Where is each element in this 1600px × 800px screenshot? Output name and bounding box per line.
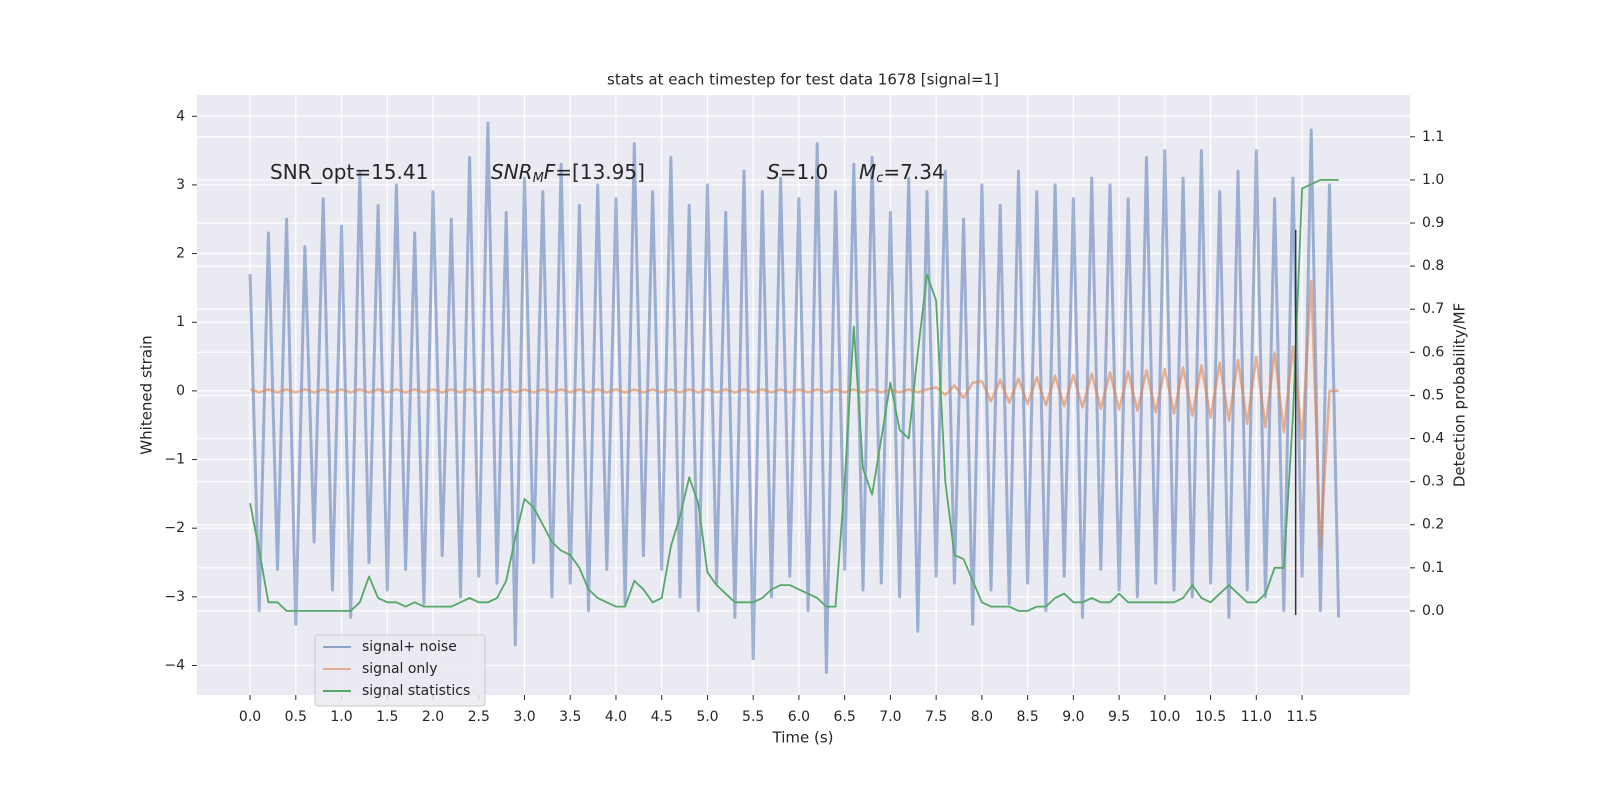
y2-tick-label: 1.0 (1422, 172, 1444, 188)
x-tick-label: 8.5 (1016, 709, 1038, 725)
y2-tick-label: 0.9 (1422, 215, 1444, 231)
x-tick-label: 4.5 (651, 709, 673, 725)
y-tick-label: 3 (176, 177, 185, 193)
y-tick-label: 2 (176, 246, 185, 262)
y2-axis-label: Detection probability/MF (1451, 303, 1469, 487)
y2-tick-label: 0.7 (1422, 301, 1444, 317)
annotation-part: c (876, 171, 883, 186)
y2-tick-label: 0.2 (1422, 517, 1444, 533)
series-line (249, 279, 1339, 551)
y-tick-label: −2 (164, 520, 185, 536)
series-line (249, 178, 1339, 612)
chart-title: stats at each timestep for test data 167… (607, 71, 999, 89)
annotation: S=1.0 (767, 160, 828, 184)
x-tick-label: 11.0 (1241, 709, 1272, 725)
annotation-part: M (859, 160, 876, 184)
x-tick-label: 3.0 (513, 709, 535, 725)
x-tick-label: 2.5 (468, 709, 490, 725)
x-tick-label: 9.5 (1108, 709, 1130, 725)
x-tick-label: 7.5 (925, 709, 947, 725)
annotation-part: F (544, 160, 556, 184)
y-tick-label: −3 (164, 589, 185, 605)
y2-tick-label: 0.1 (1422, 560, 1444, 576)
x-tick-label: 9.0 (1062, 709, 1084, 725)
y2-tick-label: 1.1 (1422, 129, 1444, 145)
x-tick-label: 2.0 (422, 709, 444, 725)
annotation-part: M (533, 171, 544, 186)
x-tick-label: 7.0 (879, 709, 901, 725)
x-tick-label: 10.5 (1195, 709, 1226, 725)
x-tick-label: 11.5 (1286, 709, 1317, 725)
y-tick-label: 0 (176, 383, 185, 399)
x-tick-label: 8.0 (971, 709, 993, 725)
y-tick-label: 1 (176, 314, 185, 330)
y2-tick-label: 0.0 (1422, 603, 1444, 619)
legend-label: signal+ noise (362, 639, 457, 655)
y-tick-label: 4 (176, 108, 185, 124)
x-tick-label: 1.5 (376, 709, 398, 725)
annotation-part: =[13.95] (555, 160, 645, 184)
labels: 0.0 0.5 1.0 1.5 2.0 2.5 3.0 3.5 4.0 4.5 5.0 5.5 6.0 6… (164, 108, 1444, 725)
annotation-part: SNR_opt=15.41 (270, 160, 428, 184)
annotation: SNRMF=[13.95] (491, 160, 645, 186)
x-tick-label: 0.5 (285, 709, 307, 725)
y2-tick-label: 0.3 (1422, 474, 1444, 490)
annotation-part: =1.0 (780, 160, 829, 184)
y2-tick-label: 0.6 (1422, 344, 1444, 360)
marks (248, 121, 1341, 674)
annotation: SNR_opt=15.41 (270, 160, 428, 184)
annotation-part: SNR (491, 160, 533, 184)
x-tick-label: 5.0 (696, 709, 718, 725)
x-tick-label: 4.0 (605, 709, 627, 725)
annotation-part: S (767, 160, 780, 184)
x-tick-label: 3.5 (559, 709, 581, 725)
x-tick-label: 6.5 (834, 709, 856, 725)
x-tick-label: 10.0 (1149, 709, 1180, 725)
y2-tick-label: 0.5 (1422, 387, 1444, 403)
y-tick-label: −1 (164, 452, 185, 468)
annotation: Mc=7.34 (859, 160, 945, 186)
x-tick-label: 0.0 (239, 709, 261, 725)
legend-box (314, 634, 486, 707)
annotation-part: =7.34 (883, 160, 944, 184)
legend-label: signal only (362, 661, 437, 677)
y2-tick-label: 0.8 (1422, 258, 1444, 274)
y-tick-label: −4 (164, 657, 185, 673)
y-axis-label: Whitened strain (138, 335, 156, 454)
y2-tick-label: 0.4 (1422, 431, 1444, 447)
x-tick-label: 6.0 (788, 709, 810, 725)
series-line (248, 121, 1341, 674)
legend-label: signal statistics (362, 683, 470, 699)
x-axis-label: Time (s) (772, 729, 834, 747)
x-tick-label: 1.0 (330, 709, 352, 725)
x-tick-label: 5.5 (742, 709, 764, 725)
